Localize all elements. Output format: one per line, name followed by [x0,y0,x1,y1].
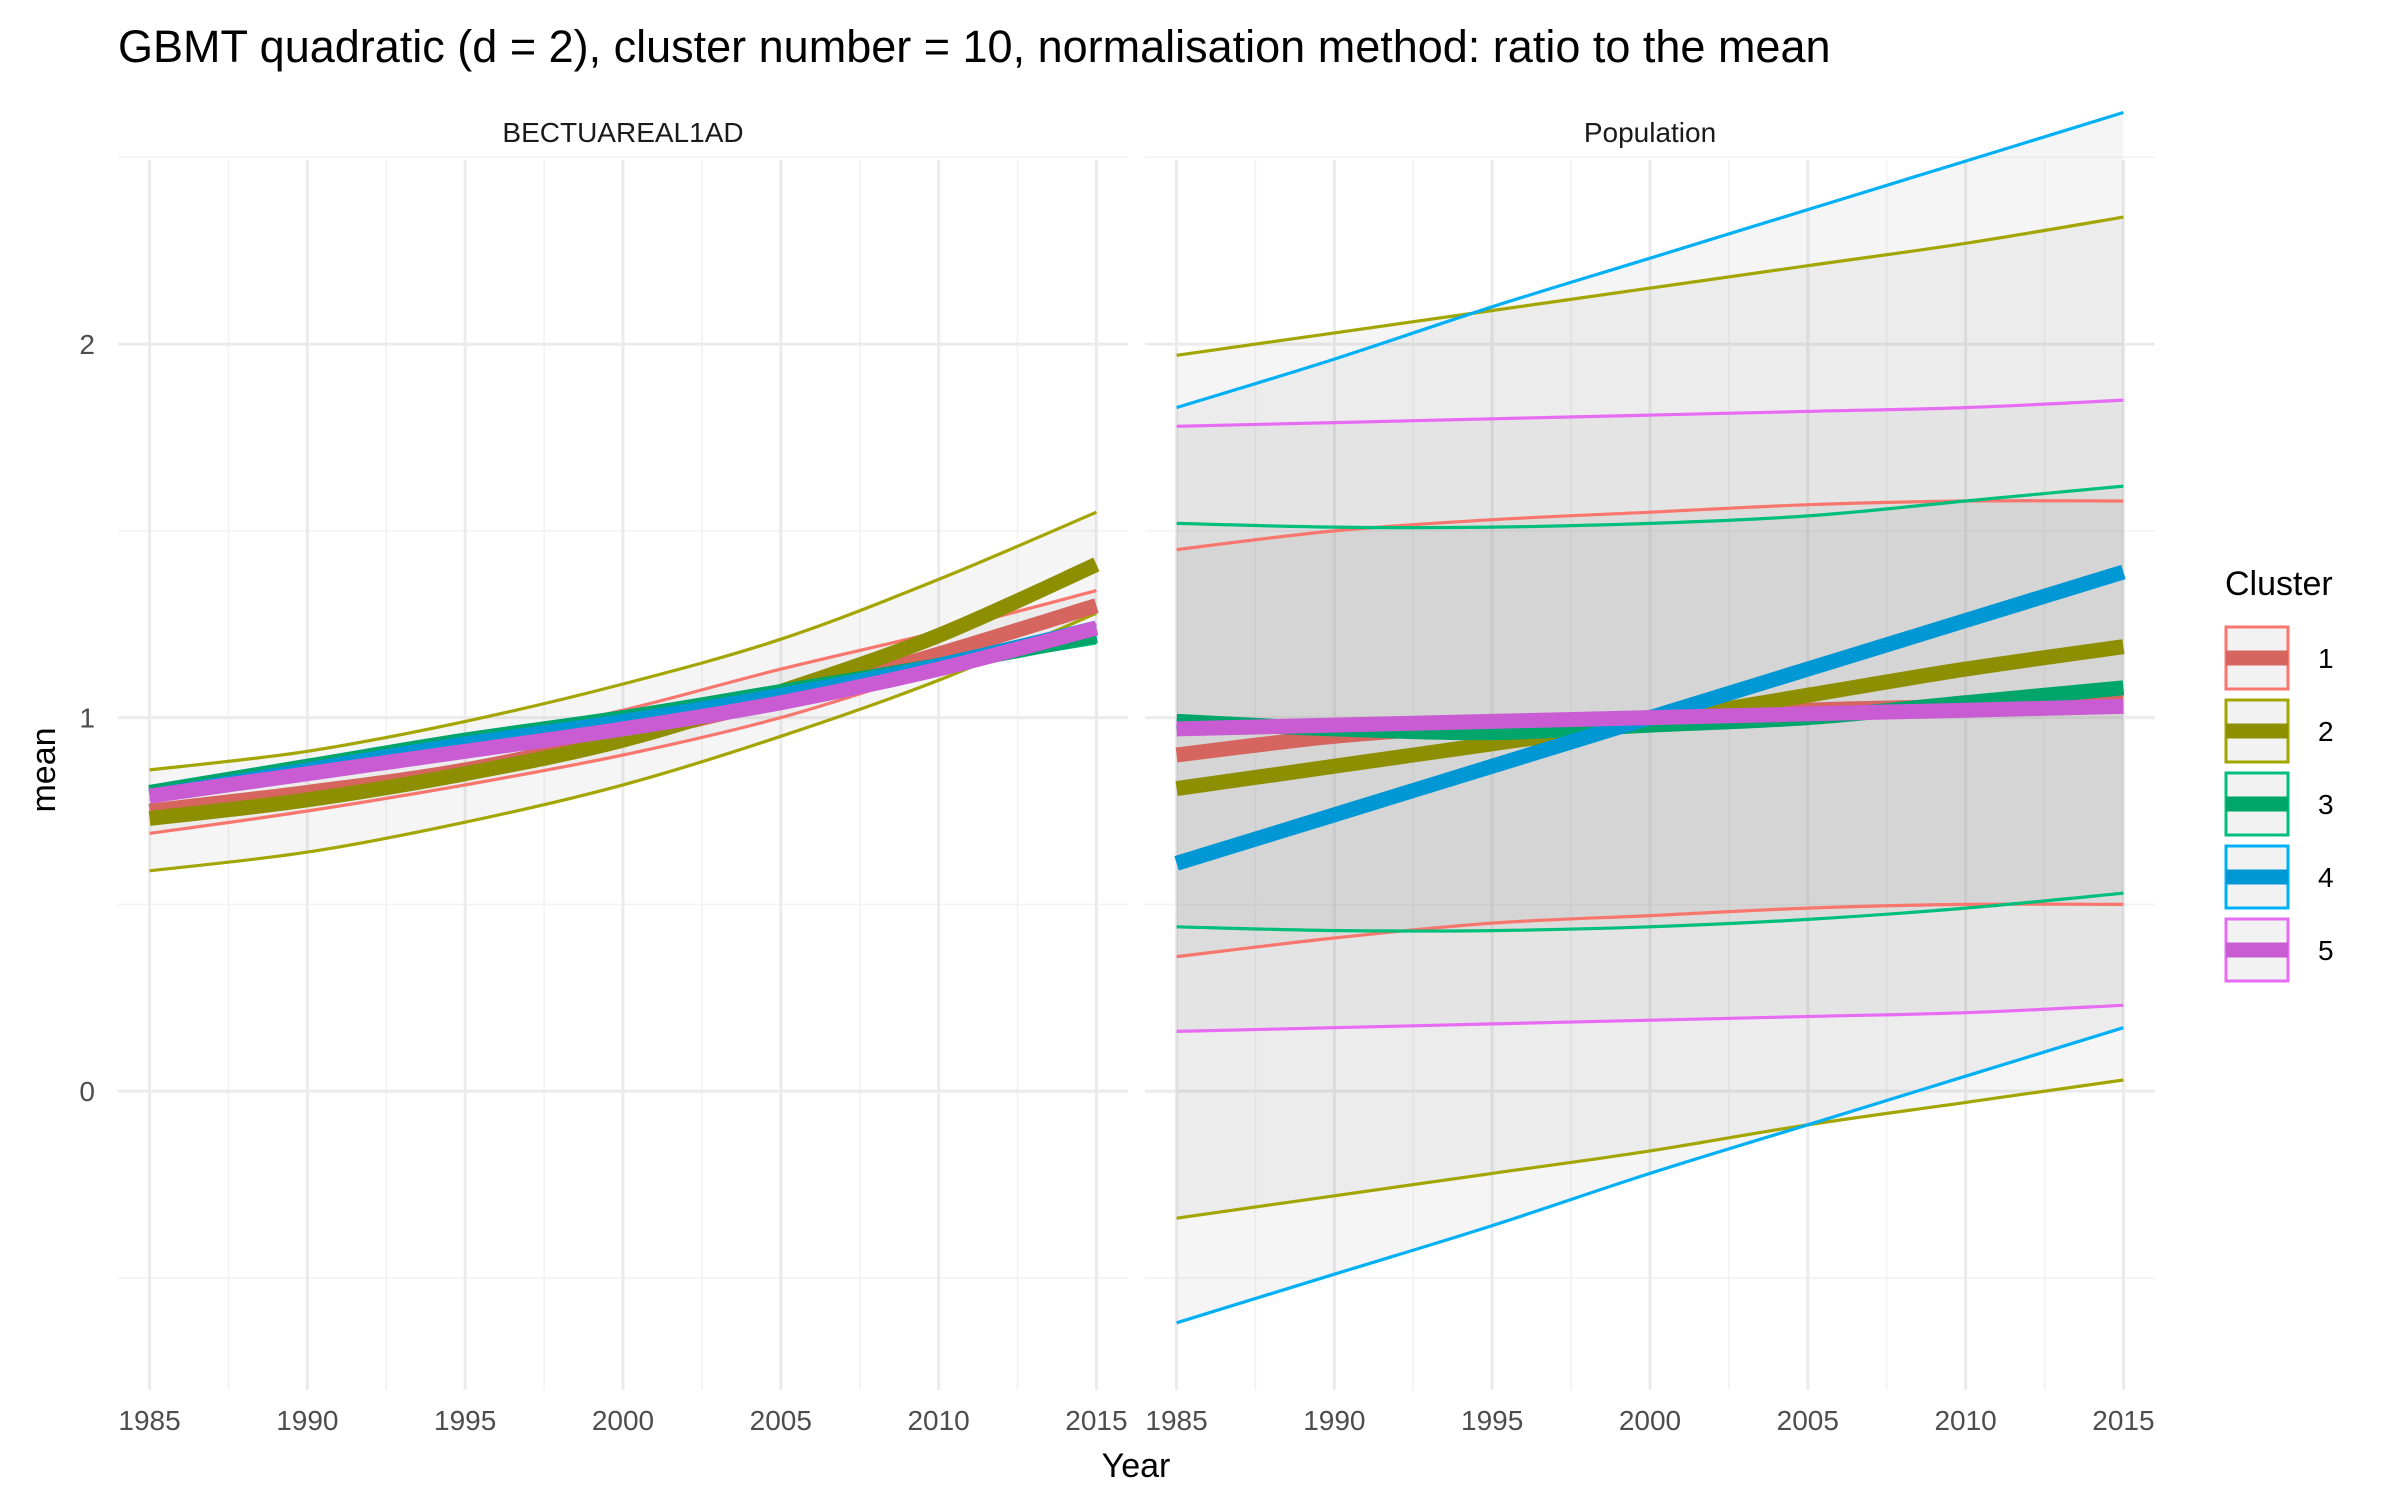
upper-bound-cluster-2 [1176,215,2124,357]
lower-bound-cluster-3 [1176,891,2124,933]
lower-bound-cluster-5 [1176,1003,2124,1033]
legend-title: Cluster [2225,565,2333,603]
lower-bound-cluster-1 [1176,902,2124,959]
plot-title: GBMT quadratic (d = 2), cluster number =… [118,21,1831,72]
y-tick-label: 0 [79,1076,95,1107]
mean-line-cluster-2 [148,557,1100,826]
mean-line-cluster-5 [1176,698,2124,737]
legend-label: 5 [2318,935,2334,966]
x-tick-label: 2015 [1065,1405,1127,1436]
x-tick-label: 1985 [1145,1405,1207,1436]
y-tick-label: 2 [79,329,95,360]
mean-line-cluster-5 [148,620,1099,804]
legend-item-3: 3 [2224,771,2334,837]
facet-strip-label: Population [1584,117,1716,148]
x-tick-label: 1990 [1303,1405,1365,1436]
x-tick-label: 2010 [907,1405,969,1436]
x-axis-title: Year [1102,1447,1171,1485]
upper-bound-cluster-2 [149,510,1098,772]
lower-bound-cluster-4 [1176,1026,2124,1325]
legend-label: 3 [2318,789,2334,820]
x-tick-label: 2015 [2092,1405,2154,1436]
x-tick-label: 2000 [592,1405,654,1436]
legend-keys: 1 2 3 4 5 [2224,625,2334,983]
legend-label: 1 [2318,643,2334,674]
x-tick-label: 1995 [434,1405,496,1436]
x-tick-label: 1990 [276,1405,338,1436]
y-tick-label: 1 [79,703,95,734]
legend-item-2: 2 [2224,698,2334,764]
x-tick-label: 1985 [118,1405,180,1436]
lower-bound-cluster-2 [1176,1078,2124,1220]
legend-item-1: 1 [2224,625,2334,691]
upper-bound-cluster-3 [1176,484,2124,530]
x-tick-label: 1995 [1461,1405,1523,1436]
x-tick-label: 2010 [1934,1405,1996,1436]
upper-bound-cluster-4 [1176,110,2124,410]
lower-bound-cluster-2 [149,611,1098,873]
x-tick-label: 2005 [1777,1405,1839,1436]
legend-item-4: 4 [2224,844,2334,910]
legend-label: 2 [2318,716,2334,747]
facet-strip-label: BECTUAREAL1AD [502,117,743,148]
upper-bound-cluster-5 [1176,398,2124,428]
legend: Cluster 1 2 3 4 5 [2224,565,2334,983]
ribbon-cluster-3 [1176,486,2124,932]
y-axis-title: mean [25,727,63,812]
x-tick-label: 2005 [750,1405,812,1436]
legend-label: 4 [2318,862,2334,893]
panel-2: Population 1985 1990 1995 2000 2005 2010 2015 [1145,110,2155,1436]
x-tick-label: 2000 [1619,1405,1681,1436]
legend-item-5: 5 [2224,917,2334,983]
